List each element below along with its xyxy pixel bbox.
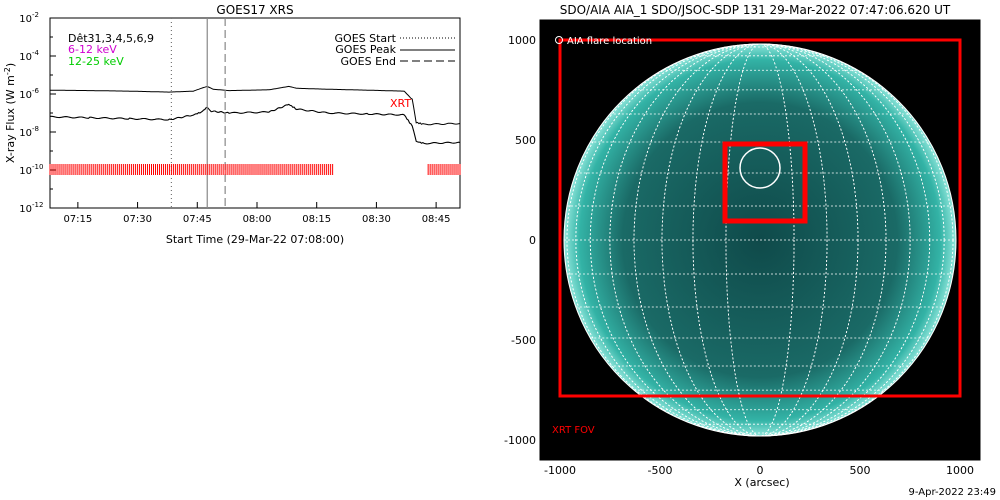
x-tick-label: 07:30 <box>123 214 152 225</box>
y-tick-exp: -4 <box>32 49 40 57</box>
y-tick-exp: -10 <box>32 163 43 171</box>
legend-12-25-kev: 12-25 keV <box>68 55 124 68</box>
y-tick-label: 10 <box>19 14 32 25</box>
x-tick-label: 07:45 <box>183 214 212 225</box>
longitude-line <box>725 43 795 437</box>
goes-y-axis-label-main: X-ray Flux (W m <box>4 75 17 163</box>
zoom-box <box>722 141 808 224</box>
xrt-coverage-bars <box>49 164 461 175</box>
limb <box>563 43 957 437</box>
goes-series-line <box>50 103 461 145</box>
goes-series-line <box>50 85 461 126</box>
x-tick-label: 1000 <box>946 464 974 477</box>
legend-goes-end: GOES End <box>340 55 396 68</box>
legend-goes-start: GOES Start <box>335 32 397 45</box>
legend-flare-location: AIA flare location <box>567 36 652 47</box>
y-tick-exp: -6 <box>32 87 40 95</box>
goes-chart-title: GOES17 XRS <box>216 3 293 17</box>
goes-y-axis-label-close: ) <box>4 63 17 67</box>
xrt-fov-box <box>558 38 962 398</box>
flare-location-marker <box>739 147 781 189</box>
longitude-line <box>633 43 887 437</box>
x-tick-label: 08:30 <box>362 214 391 225</box>
y-tick-label: 10 <box>19 90 32 101</box>
x-tick-label: 0 <box>757 464 764 477</box>
y-tick-label: -1000 <box>504 434 536 447</box>
aia-x-ticks: -1000 -500 0 500 1000 <box>544 454 974 477</box>
xrt-fov-label: XRT FOV <box>552 425 595 436</box>
longitude-line <box>575 43 945 437</box>
x-tick-label: 08:45 <box>422 214 451 225</box>
x-tick-label: 07:15 <box>63 214 92 225</box>
goes-x-ticks: 07:15 07:30 07:45 08:00 08:15 08:30 08:45 <box>63 202 451 225</box>
legend-goes-peak: GOES Peak <box>335 43 396 56</box>
x-tick-label: 08:15 <box>302 214 331 225</box>
y-tick-label: 10 <box>19 52 32 63</box>
legend-detectors: Dêt31,3,4,5,6,9 <box>68 32 154 45</box>
x-tick-label: 08:00 <box>243 214 272 225</box>
y-tick-label: 1000 <box>508 34 536 47</box>
y-tick-label: -500 <box>511 334 536 347</box>
y-tick-label: 0 <box>529 234 536 247</box>
aia-image-chart: SDO/AIA AIA_1 SDO/JSOC-SDP 131 29-Mar-20… <box>504 3 981 489</box>
y-tick-label: 500 <box>515 134 536 147</box>
y-tick-exp: -8 <box>32 125 39 133</box>
x-tick-label: -1000 <box>544 464 576 477</box>
aia-chart-title: SDO/AIA AIA_1 SDO/JSOC-SDP 131 29-Mar-20… <box>560 3 951 17</box>
y-tick-label: 10 <box>19 128 32 139</box>
aia-x-axis-label: X (arcsec) <box>734 476 789 489</box>
aia-y-ticks: 1000 500 0 -500 -1000 <box>504 34 546 447</box>
longitude-line <box>589 43 931 437</box>
goes-y-axis-label-sup: -2 <box>3 67 12 75</box>
y-tick-label: 10 <box>19 166 32 177</box>
goes-x-axis-label: Start Time (29-Mar-22 07:08:00) <box>166 233 344 246</box>
y-tick-exp: -2 <box>32 11 39 19</box>
xrt-label: XRT <box>390 97 411 110</box>
x-tick-label: -500 <box>648 464 673 477</box>
y-tick-exp: -12 <box>32 201 43 209</box>
legend-6-12-kev: 6-12 keV <box>68 43 117 56</box>
y-tick-label: 10 <box>19 204 32 215</box>
footer-date: 9-Apr-2022 23:49 <box>908 487 996 498</box>
x-tick-label: 500 <box>850 464 871 477</box>
heliographic-grid <box>563 43 957 437</box>
goes-markers <box>170 18 226 208</box>
goes-curves <box>50 85 461 145</box>
legend-flare-icon <box>555 36 563 44</box>
goes-y-axis-label: X-ray Flux (W m-2) <box>3 63 17 163</box>
